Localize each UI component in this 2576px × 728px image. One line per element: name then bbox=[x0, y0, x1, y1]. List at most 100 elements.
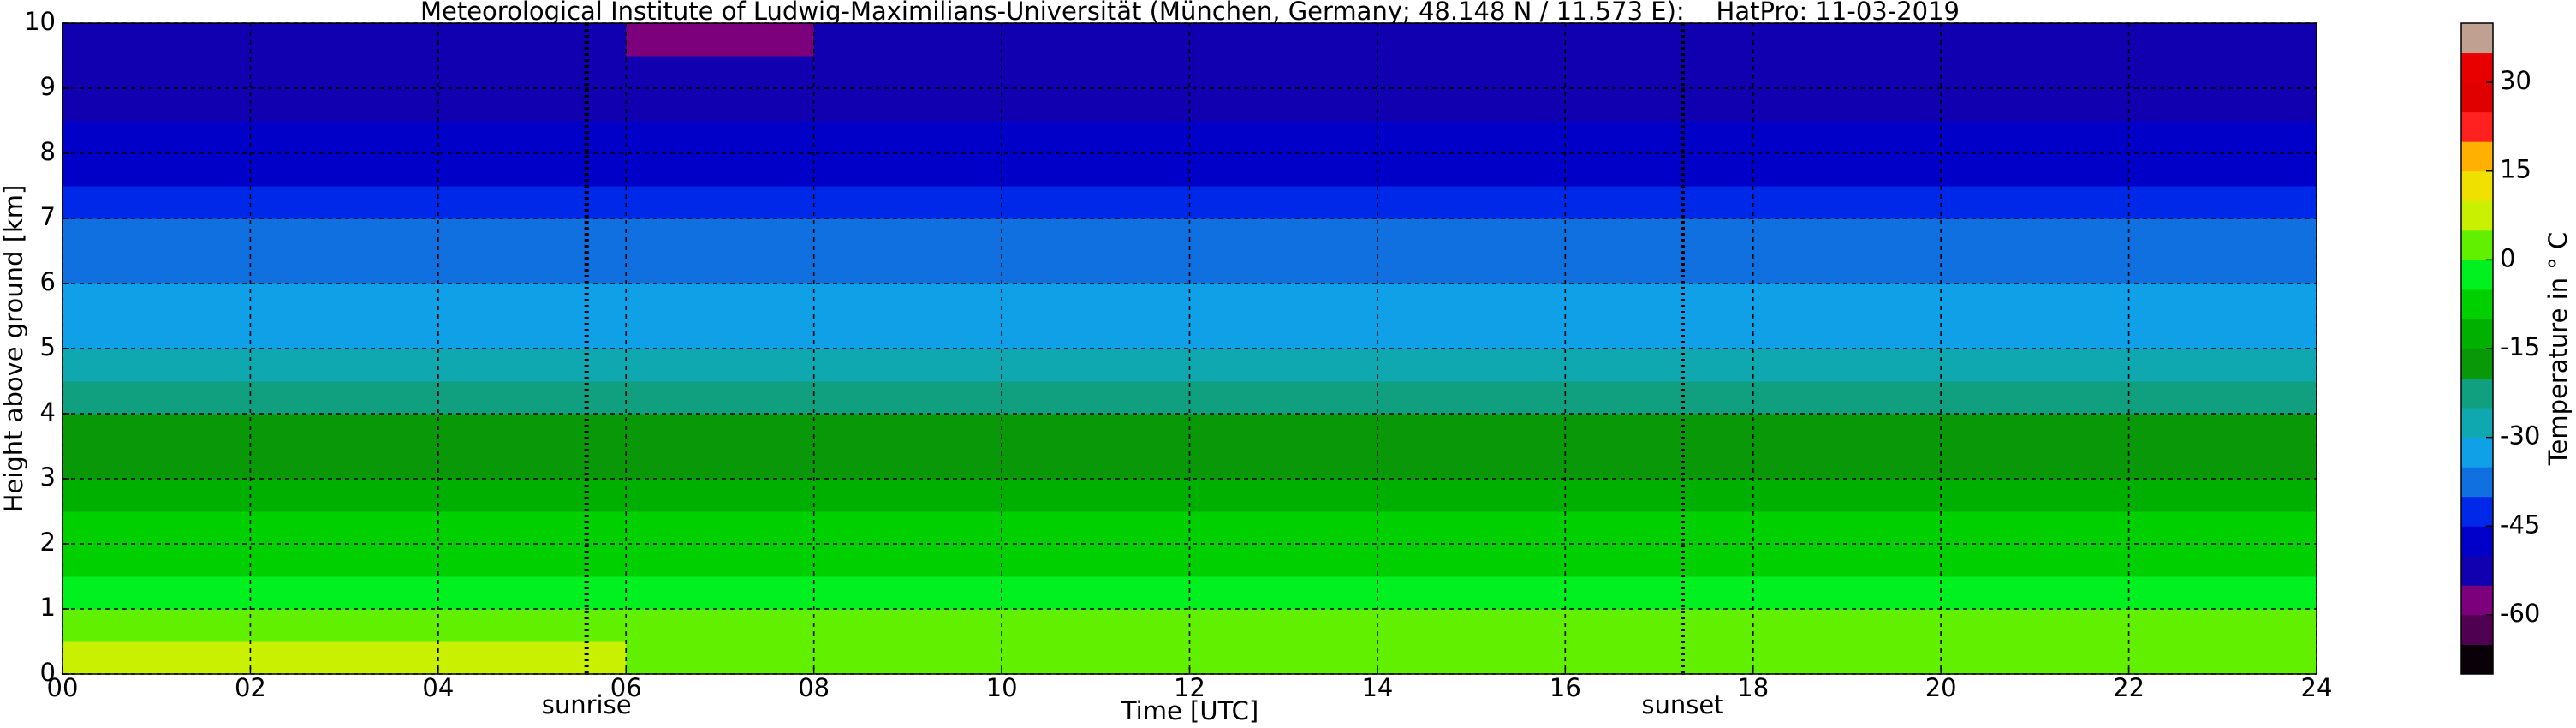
x-tick-label: 04 bbox=[422, 673, 454, 702]
heat-cell bbox=[813, 121, 1002, 154]
heat-cell bbox=[1189, 88, 1378, 122]
heat-cell bbox=[250, 283, 439, 317]
heat-cell bbox=[1941, 479, 2130, 512]
heat-cell bbox=[813, 446, 1002, 480]
heat-cell bbox=[626, 576, 815, 610]
heat-cell bbox=[1189, 414, 1378, 447]
heat-cell bbox=[1002, 88, 1190, 122]
heat-cell bbox=[437, 479, 627, 512]
heat-cell bbox=[626, 381, 815, 415]
heat-cell bbox=[1565, 576, 1754, 610]
heat-cell bbox=[1002, 316, 1190, 349]
colorbar-segment bbox=[2461, 349, 2493, 379]
heat-cell bbox=[626, 56, 815, 89]
colorbar-segment bbox=[2461, 644, 2493, 675]
heat-cell bbox=[1377, 153, 1566, 187]
heat-cell bbox=[1941, 23, 2130, 57]
heat-cell bbox=[62, 186, 251, 219]
y-tick-label: 10 bbox=[24, 7, 56, 36]
heat-cell bbox=[813, 88, 1002, 122]
colorbar-segment bbox=[2461, 408, 2493, 439]
heat-cell bbox=[626, 316, 815, 349]
heat-cell bbox=[437, 641, 627, 675]
heat-cell bbox=[2128, 121, 2317, 154]
heat-cell bbox=[437, 251, 627, 284]
heat-cell bbox=[1377, 349, 1566, 382]
heat-cell bbox=[1941, 511, 2130, 545]
heat-cell bbox=[626, 544, 815, 577]
heat-cell bbox=[813, 479, 1002, 512]
heat-cell bbox=[1377, 414, 1566, 447]
heat-cell bbox=[1189, 283, 1378, 317]
heat-cell bbox=[1189, 218, 1378, 252]
heat-cell bbox=[813, 609, 1002, 642]
colorbar-segment bbox=[2461, 526, 2493, 557]
heat-cell bbox=[1189, 251, 1378, 284]
heat-cell bbox=[250, 88, 439, 122]
heat-cell bbox=[1565, 186, 1754, 219]
heat-cell bbox=[250, 576, 439, 610]
heat-cell bbox=[437, 446, 627, 480]
x-tick-label: 16 bbox=[1550, 673, 1581, 702]
heat-cell bbox=[1752, 414, 1942, 447]
heat-cell bbox=[437, 511, 627, 545]
heat-cell bbox=[1189, 23, 1378, 57]
heat-cell bbox=[626, 218, 815, 252]
x-tick-label: 10 bbox=[986, 673, 1018, 702]
heat-cell bbox=[1002, 446, 1190, 480]
heat-cell bbox=[437, 283, 627, 317]
heat-cell bbox=[1377, 641, 1566, 675]
colorbar-label: Temperature in ° C bbox=[2543, 232, 2573, 467]
heat-cell bbox=[1189, 576, 1378, 610]
heat-cell bbox=[1941, 349, 2130, 382]
heat-cell bbox=[62, 56, 251, 89]
heat-cell bbox=[437, 23, 627, 57]
heat-cell bbox=[1941, 218, 2130, 252]
heat-cell bbox=[2128, 511, 2317, 545]
heat-cell bbox=[2128, 446, 2317, 480]
y-tick-label: 9 bbox=[40, 72, 56, 101]
heat-cell bbox=[2128, 544, 2317, 577]
heat-cell bbox=[2128, 186, 2317, 219]
heat-cell bbox=[813, 316, 1002, 349]
heat-cell bbox=[62, 23, 251, 57]
heat-cell bbox=[1941, 186, 2130, 219]
colorbar-tick-label: -60 bbox=[2500, 599, 2540, 628]
heat-cell bbox=[1377, 88, 1566, 122]
heat-cell bbox=[250, 218, 439, 252]
colorbar-tick-label: -30 bbox=[2500, 421, 2540, 451]
heat-cell bbox=[1752, 511, 1942, 545]
heat-cell bbox=[813, 186, 1002, 219]
heat-cell bbox=[1189, 446, 1378, 480]
heat-cell bbox=[250, 479, 439, 512]
heat-cell bbox=[1002, 251, 1190, 284]
heat-cell bbox=[250, 381, 439, 415]
heat-cell bbox=[1377, 544, 1566, 577]
heat-cell bbox=[1752, 186, 1942, 219]
heat-cell bbox=[1941, 446, 2130, 480]
heat-cell bbox=[437, 316, 627, 349]
x-tick-label: 06 bbox=[610, 673, 642, 702]
heat-cell bbox=[1565, 88, 1754, 122]
heat-cell bbox=[1002, 349, 1190, 382]
heat-cell bbox=[626, 414, 815, 447]
heat-cell bbox=[1377, 23, 1566, 57]
heat-cell bbox=[1189, 153, 1378, 187]
x-tick-label: 20 bbox=[1925, 673, 1957, 702]
heat-cell bbox=[437, 544, 627, 577]
heat-cell bbox=[1377, 251, 1566, 284]
x-tick-label: 24 bbox=[2301, 673, 2333, 702]
heat-cell bbox=[626, 479, 815, 512]
colorbar-segment bbox=[2461, 378, 2493, 409]
heat-cell bbox=[437, 56, 627, 89]
colorbar-segment bbox=[2461, 141, 2493, 172]
heat-cell bbox=[1565, 316, 1754, 349]
heat-cell bbox=[62, 283, 251, 317]
colorbar-segment bbox=[2461, 23, 2493, 54]
heat-cell bbox=[1941, 316, 2130, 349]
heat-cell bbox=[1002, 121, 1190, 154]
x-axis-label: Time [UTC] bbox=[1121, 696, 1258, 725]
heat-cell bbox=[1565, 446, 1754, 480]
heat-cell bbox=[626, 641, 815, 675]
